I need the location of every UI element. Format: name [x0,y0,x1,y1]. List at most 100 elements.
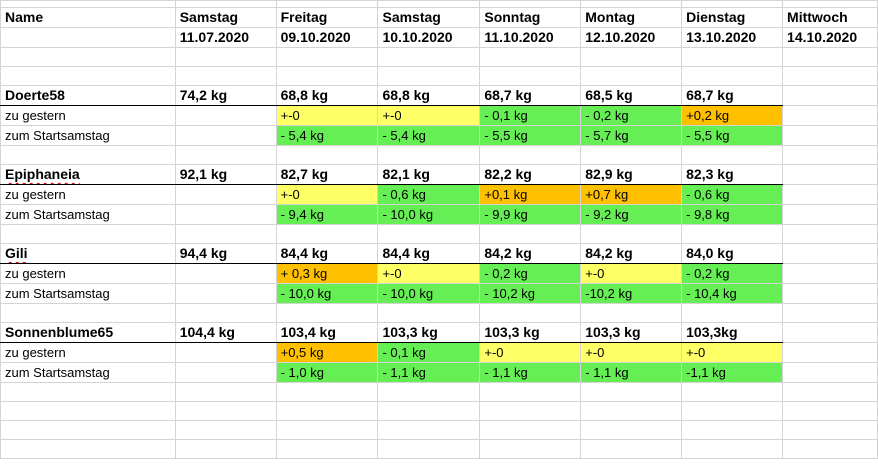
empty-cell[interactable] [0,47,176,67]
empty-cell[interactable] [0,303,176,323]
empty-cell[interactable] [681,382,784,402]
empty-cell[interactable] [782,401,878,421]
weight-cell[interactable]: 68,5 kg [580,85,683,106]
empty-cell[interactable] [782,439,878,459]
since-start-cell[interactable]: - 10,4 kg [681,283,784,304]
weight-cell[interactable] [782,243,878,264]
date-header-cell[interactable]: 11.10.2020 [479,27,582,48]
since-start-cell[interactable]: - 1,1 kg [377,362,481,383]
diff-cell[interactable]: - 0,2 kg [681,263,784,284]
diff-cell[interactable] [782,263,878,284]
row-label-cell[interactable]: zu gestern [0,105,176,126]
since-start-cell[interactable]: -1,1 kg [681,362,784,383]
since-start-cell[interactable]: - 5,5 kg [681,125,784,146]
row-label-cell[interactable]: zu gestern [0,184,176,205]
date-header-cell[interactable]: 11.07.2020 [174,27,277,48]
empty-cell[interactable] [275,66,379,86]
day-header-cell[interactable]: Dienstag [681,7,784,28]
empty-cell[interactable] [174,0,277,8]
empty-cell[interactable] [275,224,379,244]
since-start-cell[interactable]: - 10,0 kg [377,283,481,304]
empty-cell[interactable] [174,105,277,126]
empty-cell[interactable] [580,303,683,323]
diff-cell[interactable] [782,105,878,126]
row-label-cell[interactable]: zu gestern [0,342,176,363]
empty-cell[interactable] [479,401,582,421]
weight-cell[interactable]: 103,3 kg [479,322,582,343]
diff-cell[interactable]: +-0 [479,342,582,363]
weight-cell[interactable]: 68,8 kg [377,85,481,106]
empty-cell[interactable] [275,401,379,421]
diff-cell[interactable]: +-0 [377,105,481,126]
empty-cell[interactable] [782,382,878,402]
empty-cell[interactable] [681,303,784,323]
day-header-cell[interactable]: Sonntag [479,7,582,28]
weight-cell[interactable]: 82,2 kg [479,164,582,185]
day-header-cell[interactable]: Mittwoch [782,7,878,28]
weight-cell[interactable]: 84,2 kg [479,243,582,264]
empty-cell[interactable] [479,66,582,86]
empty-cell[interactable] [0,66,176,86]
empty-cell[interactable] [479,47,582,67]
date-header-cell[interactable]: 10.10.2020 [377,27,481,48]
empty-cell[interactable] [174,362,277,383]
empty-cell[interactable] [681,420,784,440]
empty-cell[interactable] [174,283,277,304]
since-start-cell[interactable]: - 9,4 kg [275,204,379,225]
weight-cell[interactable]: 84,4 kg [275,243,379,264]
weight-cell[interactable] [782,322,878,343]
empty-cell[interactable] [275,47,379,67]
weight-cell[interactable]: 103,3 kg [377,322,481,343]
empty-cell[interactable] [782,224,878,244]
empty-cell[interactable] [275,303,379,323]
empty-cell[interactable] [782,145,878,165]
empty-cell[interactable] [782,0,878,8]
since-start-cell[interactable]: - 10,0 kg [377,204,481,225]
empty-cell[interactable] [174,401,277,421]
empty-cell[interactable] [174,420,277,440]
day-header-cell[interactable]: Samstag [174,7,277,28]
since-start-cell[interactable]: - 5,5 kg [479,125,582,146]
date-header-cell[interactable]: 14.10.2020 [782,27,878,48]
row-label-cell[interactable]: zum Startsamstag [0,125,176,146]
diff-cell[interactable]: +-0 [681,342,784,363]
empty-cell[interactable] [377,439,481,459]
since-start-cell[interactable]: - 1,1 kg [580,362,683,383]
weight-cell[interactable] [782,85,878,106]
empty-cell[interactable] [782,420,878,440]
empty-cell[interactable] [580,382,683,402]
diff-cell[interactable]: - 0,1 kg [377,342,481,363]
empty-cell[interactable] [681,401,784,421]
weight-cell[interactable]: 68,8 kg [275,85,379,106]
empty-cell[interactable] [275,420,379,440]
empty-cell[interactable] [377,303,481,323]
empty-cell[interactable] [782,66,878,86]
diff-cell[interactable]: +0,5 kg [275,342,379,363]
weight-cell[interactable]: 82,1 kg [377,164,481,185]
empty-cell[interactable] [681,224,784,244]
empty-cell[interactable] [377,47,481,67]
since-start-cell[interactable]: - 5,4 kg [275,125,379,146]
person-name-cell[interactable]: Doerte58 [0,85,176,106]
weight-cell[interactable]: 68,7 kg [479,85,582,106]
empty-cell[interactable] [0,0,176,8]
empty-cell[interactable] [377,224,481,244]
diff-cell[interactable]: +-0 [377,263,481,284]
row-label-cell[interactable]: zum Startsamstag [0,283,176,304]
empty-cell[interactable] [580,420,683,440]
empty-cell[interactable] [681,0,784,8]
diff-cell[interactable]: - 0,2 kg [479,263,582,284]
empty-cell[interactable] [580,47,683,67]
since-start-cell[interactable]: - 9,8 kg [681,204,784,225]
diff-cell[interactable]: +-0 [275,184,379,205]
since-start-cell[interactable]: - 9,2 kg [580,204,683,225]
empty-cell[interactable] [0,382,176,402]
date-header-cell[interactable]: 09.10.2020 [275,27,379,48]
person-name-cell[interactable]: Gili [0,243,176,264]
empty-cell[interactable] [782,47,878,67]
since-start-cell[interactable] [782,125,878,146]
row-label-cell[interactable]: zum Startsamstag [0,362,176,383]
empty-cell[interactable] [174,263,277,284]
start-weight-cell[interactable]: 104,4 kg [174,322,277,343]
empty-cell[interactable] [377,401,481,421]
